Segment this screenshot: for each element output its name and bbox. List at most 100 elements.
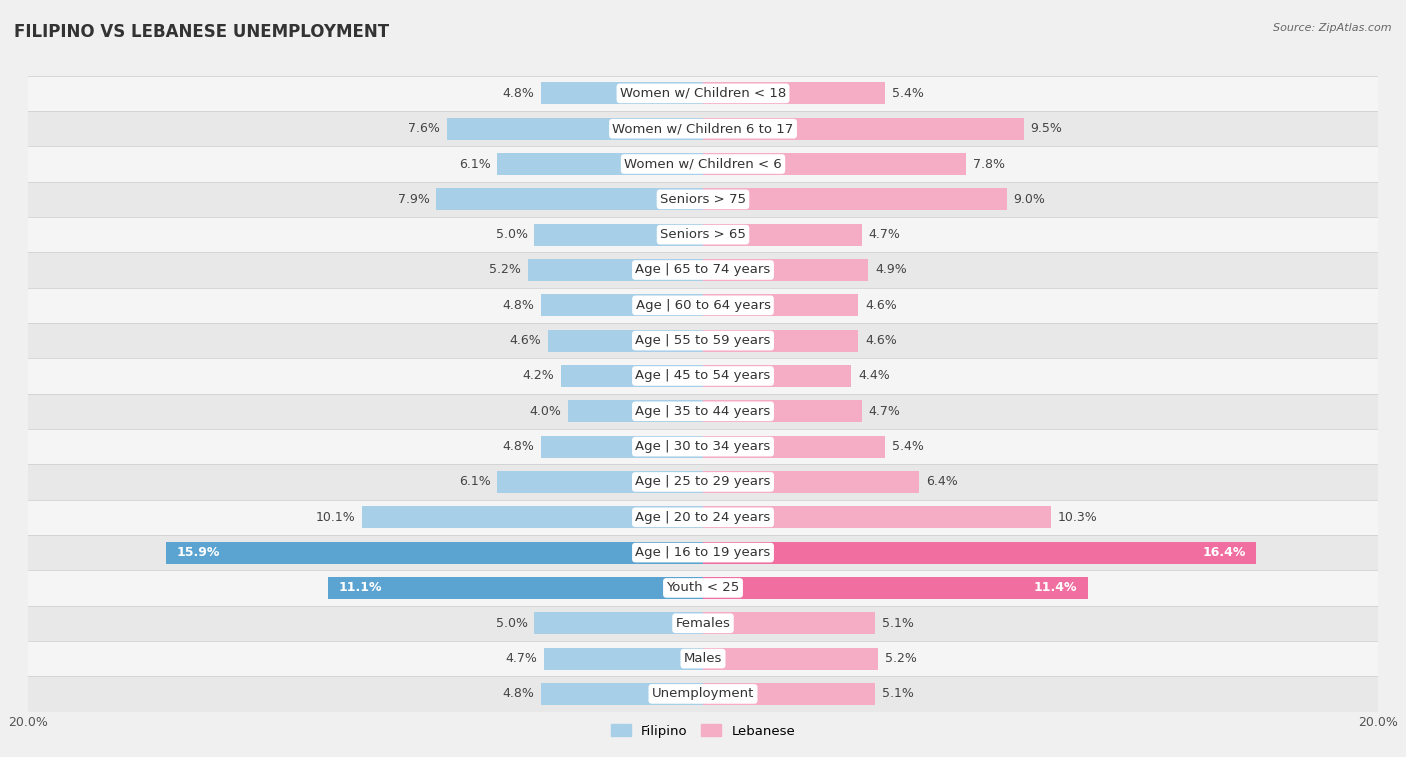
Text: Males: Males	[683, 652, 723, 665]
Bar	[703, 118, 1024, 139]
Text: 5.0%: 5.0%	[495, 617, 527, 630]
Bar	[498, 153, 703, 175]
Bar	[28, 570, 1378, 606]
Bar	[703, 577, 1088, 599]
Text: 9.5%: 9.5%	[1031, 122, 1062, 136]
Bar	[544, 648, 703, 669]
Bar	[363, 506, 703, 528]
Bar	[28, 252, 1378, 288]
Text: 7.9%: 7.9%	[398, 193, 430, 206]
Text: Age | 30 to 34 years: Age | 30 to 34 years	[636, 440, 770, 453]
Text: Age | 45 to 54 years: Age | 45 to 54 years	[636, 369, 770, 382]
Bar	[703, 506, 1050, 528]
Text: 4.8%: 4.8%	[502, 687, 534, 700]
Bar	[541, 436, 703, 457]
Text: 5.1%: 5.1%	[882, 617, 914, 630]
Text: 4.6%: 4.6%	[509, 334, 541, 347]
Bar	[703, 612, 875, 634]
Text: 5.1%: 5.1%	[882, 687, 914, 700]
Bar	[28, 146, 1378, 182]
Text: Women w/ Children 6 to 17: Women w/ Children 6 to 17	[613, 122, 793, 136]
Bar	[447, 118, 703, 139]
Bar	[703, 400, 862, 422]
Text: 5.4%: 5.4%	[891, 440, 924, 453]
Text: FILIPINO VS LEBANESE UNEMPLOYMENT: FILIPINO VS LEBANESE UNEMPLOYMENT	[14, 23, 389, 41]
Bar	[534, 224, 703, 245]
Bar	[28, 217, 1378, 252]
Bar	[541, 83, 703, 104]
Text: 4.4%: 4.4%	[858, 369, 890, 382]
Text: Females: Females	[675, 617, 731, 630]
Bar	[703, 436, 886, 457]
Bar	[28, 500, 1378, 535]
Text: Youth < 25: Youth < 25	[666, 581, 740, 594]
Bar	[534, 612, 703, 634]
Bar	[703, 330, 858, 351]
Bar	[166, 542, 703, 563]
Bar	[28, 358, 1378, 394]
Bar	[703, 153, 966, 175]
Text: 4.8%: 4.8%	[502, 299, 534, 312]
Text: Age | 35 to 44 years: Age | 35 to 44 years	[636, 405, 770, 418]
Bar	[703, 224, 862, 245]
Bar	[703, 259, 869, 281]
Bar	[703, 648, 879, 669]
Text: 5.2%: 5.2%	[886, 652, 917, 665]
Text: 15.9%: 15.9%	[177, 546, 219, 559]
Bar	[329, 577, 703, 599]
Text: 7.6%: 7.6%	[408, 122, 440, 136]
Bar	[28, 641, 1378, 676]
Text: Age | 65 to 74 years: Age | 65 to 74 years	[636, 263, 770, 276]
Text: Women w/ Children < 18: Women w/ Children < 18	[620, 87, 786, 100]
Bar	[28, 323, 1378, 358]
Bar	[28, 182, 1378, 217]
Text: 4.8%: 4.8%	[502, 440, 534, 453]
Text: 4.6%: 4.6%	[865, 334, 897, 347]
Bar	[28, 464, 1378, 500]
Bar	[703, 542, 1257, 563]
Text: Age | 60 to 64 years: Age | 60 to 64 years	[636, 299, 770, 312]
Text: 16.4%: 16.4%	[1204, 546, 1246, 559]
Text: Age | 20 to 24 years: Age | 20 to 24 years	[636, 511, 770, 524]
Bar	[703, 294, 858, 316]
Bar	[28, 288, 1378, 323]
Bar	[541, 683, 703, 705]
Bar	[568, 400, 703, 422]
Text: Unemployment: Unemployment	[652, 687, 754, 700]
Text: Seniors > 65: Seniors > 65	[659, 228, 747, 241]
Text: 10.1%: 10.1%	[316, 511, 356, 524]
Text: 4.8%: 4.8%	[502, 87, 534, 100]
Text: 4.0%: 4.0%	[530, 405, 561, 418]
Text: Age | 55 to 59 years: Age | 55 to 59 years	[636, 334, 770, 347]
Bar	[561, 365, 703, 387]
Bar	[527, 259, 703, 281]
Bar	[28, 394, 1378, 429]
Text: 11.4%: 11.4%	[1033, 581, 1077, 594]
Bar	[703, 683, 875, 705]
Text: 7.8%: 7.8%	[973, 157, 1005, 170]
Text: 5.0%: 5.0%	[495, 228, 527, 241]
Bar	[28, 111, 1378, 146]
Text: 4.7%: 4.7%	[869, 228, 900, 241]
Bar	[541, 294, 703, 316]
Text: Age | 16 to 19 years: Age | 16 to 19 years	[636, 546, 770, 559]
Text: 5.2%: 5.2%	[489, 263, 520, 276]
Bar	[28, 606, 1378, 641]
Bar	[703, 365, 852, 387]
Text: Source: ZipAtlas.com: Source: ZipAtlas.com	[1274, 23, 1392, 33]
Legend: Filipino, Lebanese: Filipino, Lebanese	[606, 719, 800, 743]
Text: 11.1%: 11.1%	[339, 581, 382, 594]
Bar	[498, 471, 703, 493]
Text: 4.7%: 4.7%	[869, 405, 900, 418]
Text: 9.0%: 9.0%	[1014, 193, 1045, 206]
Bar	[436, 188, 703, 210]
Text: 6.1%: 6.1%	[458, 475, 491, 488]
Text: 4.6%: 4.6%	[865, 299, 897, 312]
Bar	[28, 676, 1378, 712]
Text: 10.3%: 10.3%	[1057, 511, 1097, 524]
Text: 4.9%: 4.9%	[875, 263, 907, 276]
Bar	[703, 471, 920, 493]
Bar	[28, 535, 1378, 570]
Text: 5.4%: 5.4%	[891, 87, 924, 100]
Text: Seniors > 75: Seniors > 75	[659, 193, 747, 206]
